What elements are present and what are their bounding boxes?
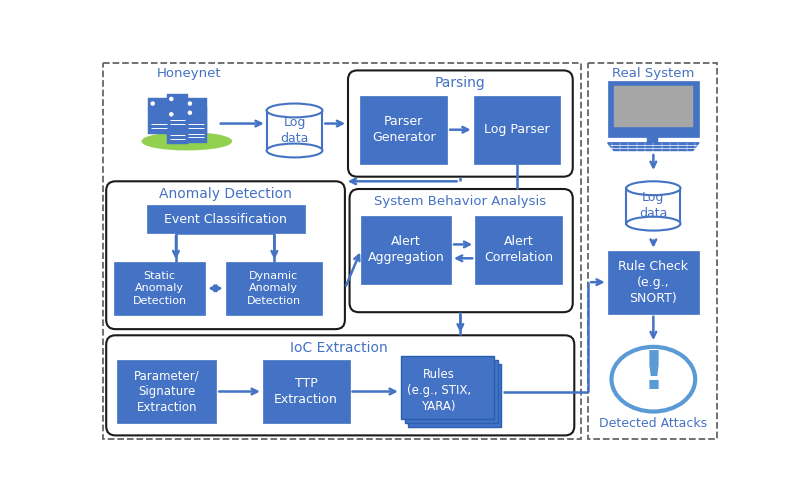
Circle shape [188, 111, 191, 114]
FancyBboxPatch shape [350, 189, 573, 312]
Bar [148, 98, 170, 134]
Text: Parameter/
Signature
Extraction: Parameter/ Signature Extraction [134, 369, 199, 414]
Circle shape [188, 102, 191, 105]
Ellipse shape [611, 347, 695, 412]
Text: Real System: Real System [612, 67, 694, 80]
Bar [117, 360, 216, 423]
Bar [186, 98, 207, 134]
FancyBboxPatch shape [348, 71, 573, 176]
FancyBboxPatch shape [106, 181, 345, 329]
Bar [614, 86, 693, 127]
Bar [409, 364, 502, 427]
Text: Anomaly Detection: Anomaly Detection [159, 186, 292, 201]
Polygon shape [608, 143, 699, 151]
Text: Honeynet: Honeynet [157, 67, 222, 80]
Circle shape [170, 97, 173, 100]
Bar [114, 262, 206, 315]
Ellipse shape [266, 103, 322, 117]
Bar [608, 81, 699, 137]
Bar [146, 205, 306, 233]
Bar [474, 96, 560, 164]
Bar [588, 63, 717, 439]
Ellipse shape [626, 217, 681, 231]
Bar [475, 216, 562, 284]
Bar [361, 216, 451, 284]
Text: Parser
Generator: Parser Generator [372, 115, 436, 144]
Bar [626, 188, 681, 224]
Bar [401, 356, 494, 419]
FancyBboxPatch shape [106, 335, 574, 435]
Bar [166, 93, 188, 129]
Text: Rules
(e.g., STIX,
YARA): Rules (e.g., STIX, YARA) [406, 368, 470, 413]
Text: !: ! [642, 348, 666, 400]
Text: Alert
Aggregation: Alert Aggregation [368, 236, 445, 264]
Ellipse shape [266, 144, 322, 158]
Text: Detected Attacks: Detected Attacks [599, 416, 707, 429]
Circle shape [151, 102, 154, 105]
Text: TTP
Extraction: TTP Extraction [274, 377, 338, 406]
Bar [361, 96, 447, 164]
Text: Log
data: Log data [639, 191, 667, 221]
Text: IoC Extraction: IoC Extraction [290, 340, 387, 355]
Text: Rule Check
(e.g.,
SNORT): Rule Check (e.g., SNORT) [618, 259, 688, 305]
Bar [608, 250, 699, 314]
Bar [405, 360, 498, 423]
Bar [166, 109, 188, 144]
Text: Log
data: Log data [280, 116, 309, 145]
Text: Event Classification: Event Classification [164, 213, 287, 226]
Text: Log Parser: Log Parser [484, 123, 550, 136]
Text: Static
Anomaly
Detection: Static Anomaly Detection [133, 271, 186, 306]
Text: Alert
Correlation: Alert Correlation [484, 236, 553, 264]
Ellipse shape [626, 181, 681, 195]
Text: Parsing: Parsing [434, 76, 485, 90]
Bar [647, 137, 658, 143]
Circle shape [170, 113, 173, 116]
Bar [103, 63, 582, 439]
Text: System Behavior Analysis: System Behavior Analysis [374, 195, 546, 208]
Bar [186, 107, 207, 143]
Bar [226, 262, 322, 315]
Bar [262, 360, 350, 423]
Bar [266, 110, 322, 151]
Text: Dynamic
Anomaly
Detection: Dynamic Anomaly Detection [246, 271, 301, 306]
Ellipse shape [142, 133, 231, 150]
